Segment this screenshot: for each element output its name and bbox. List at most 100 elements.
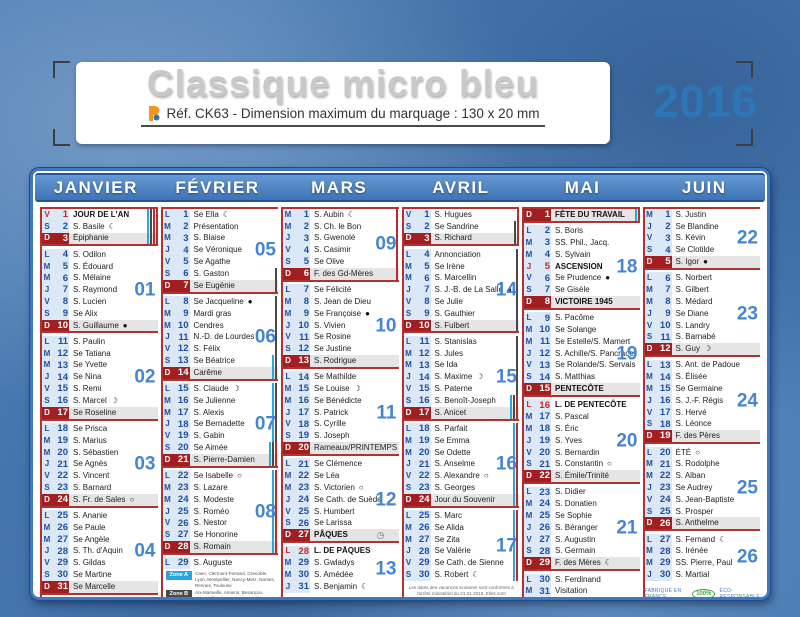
holiday-zone-bar-a (634, 209, 637, 221)
day-letter: S (646, 419, 653, 429)
day-number: 18 (539, 423, 550, 435)
day-row: M 3 SS. Phil., Jacq. (524, 237, 640, 249)
saint-name: Se Marcelle (73, 581, 116, 591)
day-name-cell: S. Boris (551, 225, 640, 237)
day-cell: S 14 (524, 371, 551, 384)
saint-name: S. Justin (675, 209, 707, 219)
day-cell: S 20 (162, 442, 190, 454)
day-letter: V (526, 534, 532, 544)
day-number: 20 (539, 446, 550, 458)
day-number: 1 (62, 209, 68, 221)
school-holiday-bars (516, 284, 518, 297)
day-name-cell: S. Nestor (190, 517, 279, 530)
holiday-zone-bar-a (513, 434, 515, 447)
day-letter: L (526, 313, 532, 323)
day-name-cell: S. Constantin ○ (551, 458, 640, 470)
day-cell: J 10 (283, 319, 310, 332)
saint-name: S. Benoît-Joseph (434, 395, 496, 405)
month-column: D 1 FÊTE DU TRAVAIL L 2 S. Boris M 3 SS. Phil., … (522, 207, 640, 597)
day-letter: M (43, 447, 51, 457)
day-row: D 3 S. Richard (403, 232, 517, 245)
day-number: 24 (539, 498, 550, 510)
saint-name: Se Jacqueline (193, 296, 244, 306)
day-name-cell: S. Parfait (431, 423, 520, 435)
day-name-cell: Se Alix (69, 308, 158, 320)
saint-name: S. Claude (193, 384, 229, 394)
saint-name: Se Gisèle (555, 285, 590, 295)
day-name-cell: Cendres (190, 319, 279, 332)
day-row: M 24 S. Donatien (524, 498, 640, 511)
day-letter: J (526, 261, 532, 271)
day-cell: M 25 (524, 510, 551, 522)
moon-phase-icon: ○ (695, 447, 700, 457)
saint-name: Visitation (555, 586, 588, 596)
day-number: 26 (298, 517, 309, 529)
day-name-cell: S. Maxime ☽ (431, 371, 520, 384)
day-number: 16 (659, 395, 671, 407)
moon-phase-icon: ○ (237, 471, 242, 481)
school-holiday-bars (513, 569, 518, 581)
day-cell: M 28 (644, 545, 672, 558)
day-letter: S (44, 308, 50, 318)
day-cell: J 21 (42, 458, 69, 471)
day-number: 21 (177, 454, 189, 466)
day-cell: S 28 (524, 545, 551, 558)
day-name-cell: Se Rolande/S. Servais☽ (551, 360, 640, 372)
day-number: 28 (177, 541, 189, 553)
holiday-zone-bar-a (269, 453, 271, 466)
day-row: D 24 Jour du Souvenir (403, 493, 519, 506)
day-cell: J 21 (403, 458, 431, 471)
day-row: J 28 S. Th. d'Aquin (42, 545, 158, 558)
day-name-cell: Se Justine (310, 343, 399, 355)
day-cell: S 23 (403, 482, 431, 494)
saint-name: S. Ch. le Bon (314, 221, 362, 231)
day-letter: D (646, 257, 653, 267)
day-cell: L 13 (644, 359, 672, 372)
day-number: 23 (177, 482, 189, 494)
week-block: L 14 Se Mathilde M 15 Se Louise ☽ M 16 Se Bénédic… (283, 371, 399, 456)
day-letter: M (43, 435, 51, 445)
day-name-cell: Se Marcelle (69, 580, 158, 593)
day-number: 19 (57, 434, 68, 446)
day-name-cell: Se Diane (672, 308, 761, 320)
school-holiday-bars (513, 482, 518, 494)
day-number: 25 (418, 510, 430, 522)
saint-name: Se Solange (555, 325, 597, 335)
school-holiday-bars (516, 248, 518, 261)
saint-name: Se Tatiana (73, 348, 111, 358)
saint-name: PENTECÔTE (555, 384, 604, 394)
week-block: L 8 Se Jacqueline ● M 9 Mardi gras M 10 Cendres J 1… (162, 296, 279, 381)
day-row: M 12 S. Jules (403, 347, 520, 360)
crop-mark-icon (53, 129, 70, 146)
day-name-cell: S. Sébastien (69, 447, 158, 459)
holiday-zone-bar-b (516, 248, 518, 261)
saint-name: S. Médard (675, 296, 713, 306)
school-holiday-bars (269, 453, 277, 466)
saint-name: Se Angèle (73, 534, 110, 544)
day-row: S 2 S. Basile ☾ (42, 220, 156, 233)
day-row: M 19 S. Marius (42, 434, 158, 447)
saint-name: S. Richard (434, 233, 472, 243)
day-row: L 22 Se Isabelle ○ (162, 470, 279, 483)
day-number: 15 (659, 383, 671, 395)
day-letter: D (44, 233, 50, 243)
day-row: V 1 S. Hugues (403, 209, 518, 221)
holiday-zone-bar-b (275, 355, 277, 367)
moon-phase-icon: ☾ (604, 558, 612, 568)
day-cell: M 23 (283, 482, 310, 494)
day-cell: M 13 (403, 359, 431, 372)
day-number: 8 (424, 296, 430, 308)
day-row: V 25 S. Humbert (283, 505, 399, 518)
saint-name: Se Roseline (73, 407, 117, 417)
day-row: L 18 Se Prisca (42, 423, 158, 435)
day-number: 8 (183, 296, 189, 308)
day-row: M 4 S. Sylvain (524, 248, 640, 261)
day-row: V 6 Se Prudence ● (524, 272, 640, 285)
day-name-cell: S. Achille/S. Pancrace (551, 348, 640, 360)
saint-name: Mardi gras (193, 308, 232, 318)
day-number: 17 (298, 406, 309, 418)
